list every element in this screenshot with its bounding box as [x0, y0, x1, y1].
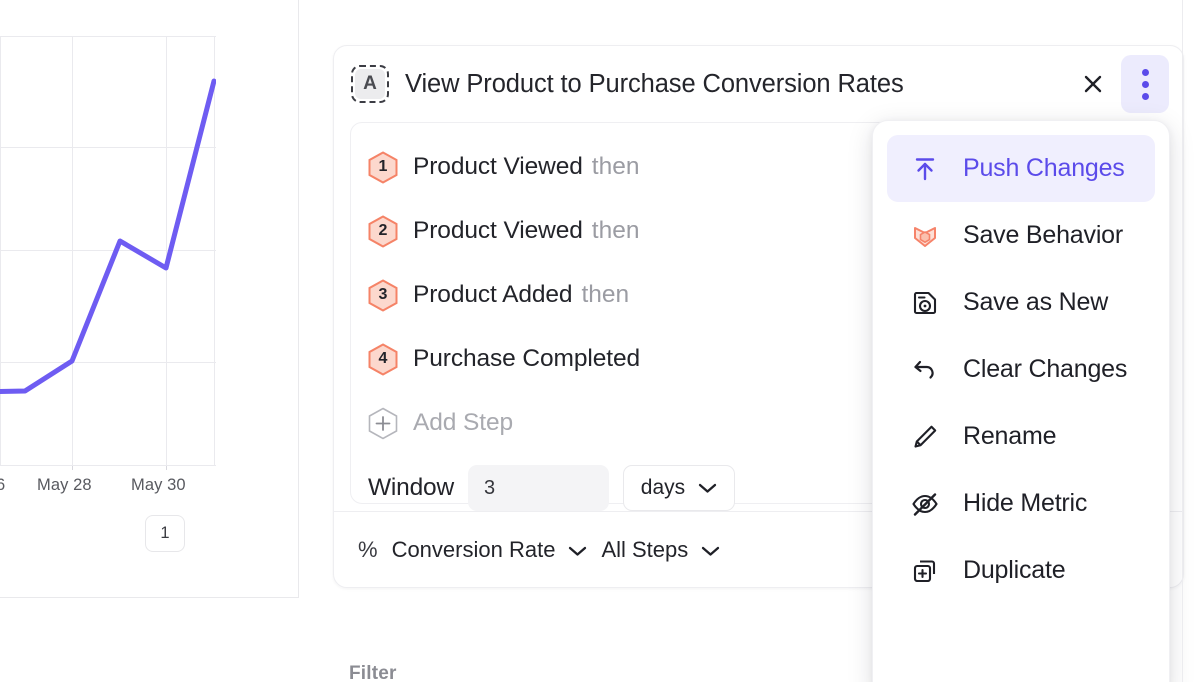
- menu-item-label: Rename: [963, 422, 1057, 450]
- kebab-dot-1: [1141, 68, 1149, 76]
- step-connector: then: [581, 281, 630, 308]
- menu-item-label: Hide Metric: [963, 489, 1088, 517]
- kebab-dot-2: [1141, 80, 1149, 88]
- x-tick-label-1: May 28: [37, 476, 92, 494]
- step-number-hexagon-icon: 2: [368, 214, 398, 248]
- scrollbar-track-edge[interactable]: [1182, 0, 1183, 682]
- add-step-button[interactable]: Add Step: [351, 391, 1166, 455]
- percent-icon: %: [358, 536, 378, 562]
- metric-scope-select[interactable]: All Steps: [601, 537, 720, 563]
- conversion-window-row: Window 3 days: [351, 465, 1166, 511]
- metric-title[interactable]: View Product to Purchase Conversion Rate…: [405, 69, 904, 98]
- metric-context-menu: Push Changes Save Behavior Save as N: [872, 120, 1170, 682]
- metric-scope-value: All Steps: [601, 536, 689, 562]
- menu-item-label: Duplicate: [963, 556, 1066, 584]
- upload-arrow-icon: [909, 153, 941, 185]
- metric-card-header: A View Product to Purchase Conversion Ra…: [334, 46, 1183, 122]
- metric-header-actions: [1075, 55, 1169, 113]
- step-number: 2: [378, 222, 388, 239]
- x-tick-label-0: 6: [0, 476, 5, 495]
- add-step-label: Add Step: [413, 409, 513, 436]
- close-icon[interactable]: [1075, 66, 1111, 102]
- menu-item-duplicate[interactable]: Duplicate: [887, 537, 1155, 604]
- plus-hexagon-icon: [368, 407, 398, 440]
- duplicate-icon: [909, 555, 941, 587]
- step-number-hexagon-icon: 4: [368, 342, 398, 376]
- menu-item-label: Save Behavior: [963, 221, 1123, 249]
- menu-item-label: Clear Changes: [963, 355, 1128, 383]
- funnel-step-3[interactable]: 3 Product Added then: [351, 263, 1166, 327]
- save-disk-icon: [909, 287, 941, 319]
- menu-item-push-changes[interactable]: Push Changes: [887, 135, 1155, 202]
- chart-x-axis-labels: 6 May 28 May 30: [0, 476, 298, 506]
- step-number-hexagon-icon: 1: [368, 150, 398, 184]
- step-event-name: Purchase Completed: [413, 345, 640, 372]
- x-tick-label-2: May 30: [131, 476, 186, 494]
- more-vertical-icon[interactable]: [1121, 55, 1169, 113]
- step-connector: then: [591, 217, 640, 244]
- window-label: Window: [368, 474, 454, 501]
- undo-arrow-icon: [909, 354, 941, 386]
- step-number: 1: [378, 158, 388, 175]
- step-number-hexagon-icon: 3: [368, 278, 398, 312]
- metric-type-select[interactable]: Conversion Rate: [392, 537, 588, 563]
- menu-item-hide-metric[interactable]: Hide Metric: [887, 470, 1155, 537]
- step-event-name: Product Added: [413, 281, 573, 308]
- window-unit-select[interactable]: days: [622, 465, 735, 511]
- shield-hexagon-icon: [909, 220, 941, 252]
- menu-item-save-behavior[interactable]: Save Behavior: [887, 202, 1155, 269]
- kebab-dot-3: [1141, 92, 1149, 100]
- filter-section-label: Filter: [349, 663, 397, 682]
- step-number: 4: [378, 350, 388, 367]
- chevron-down-icon: [698, 476, 717, 500]
- chevron-down-icon: [568, 537, 587, 563]
- metric-type-value: Conversion Rate: [391, 536, 556, 562]
- metric-letter-badge[interactable]: A: [351, 65, 389, 103]
- metric-letter: A: [355, 69, 385, 99]
- pencil-icon: [909, 421, 941, 453]
- line-chart-plot: [0, 0, 216, 470]
- metric-card-footer: % Conversion Rate All Steps: [334, 511, 1183, 587]
- menu-item-label: Push Changes: [963, 154, 1125, 182]
- chevron-down-icon: [701, 537, 720, 563]
- menu-item-label: Save as New: [963, 288, 1109, 316]
- chart-panel: 6 May 28 May 30 1: [0, 0, 299, 598]
- step-event-name: Product Viewed: [413, 217, 583, 244]
- step-event-name: Product Viewed: [413, 153, 583, 180]
- step-connector: then: [591, 153, 640, 180]
- menu-item-save-as-new[interactable]: Save as New: [887, 269, 1155, 336]
- eye-off-icon: [909, 488, 941, 520]
- funnel-step-1[interactable]: 1 Product Viewed then: [351, 135, 1166, 199]
- chart-page-number[interactable]: 1: [145, 515, 185, 552]
- funnel-step-4[interactable]: 4 Purchase Completed: [351, 327, 1166, 391]
- window-unit-value: days: [640, 476, 686, 499]
- window-value-input[interactable]: 3: [467, 465, 609, 511]
- menu-item-clear-changes[interactable]: Clear Changes: [887, 336, 1155, 403]
- funnel-step-2[interactable]: 2 Product Viewed then: [351, 199, 1166, 263]
- menu-item-rename[interactable]: Rename: [887, 403, 1155, 470]
- step-number: 3: [378, 286, 388, 303]
